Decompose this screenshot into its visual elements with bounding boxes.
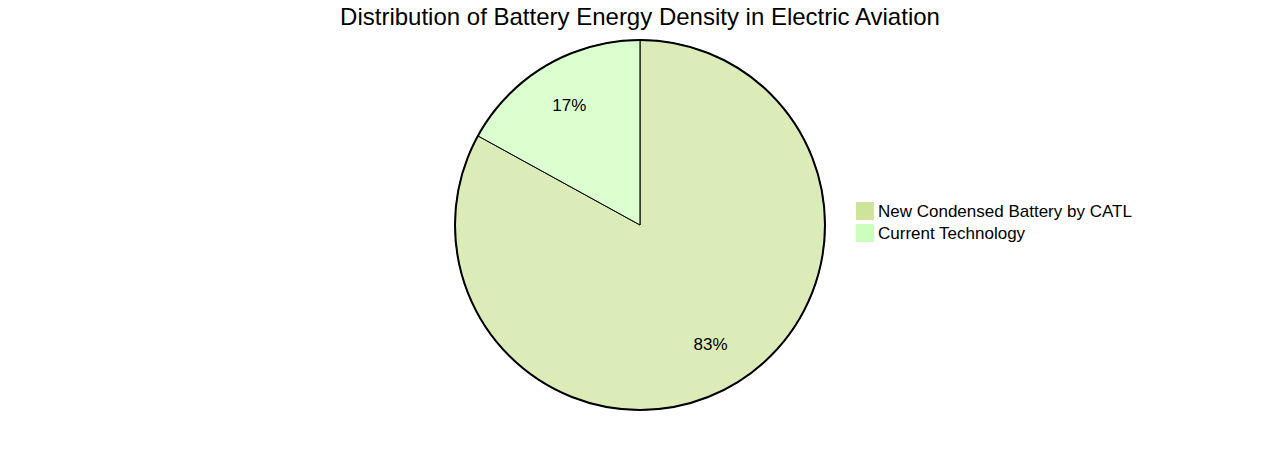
legend-swatch bbox=[856, 224, 874, 242]
pie: 83% 17% bbox=[455, 40, 825, 410]
pie-slice bbox=[478, 40, 640, 225]
legend: New Condensed Battery by CATL Current Tec… bbox=[856, 202, 1132, 243]
data-label: 83% bbox=[694, 335, 728, 354]
chart: Distribution of Battery Energy Density i… bbox=[0, 0, 1280, 450]
data-label: 17% bbox=[552, 96, 586, 115]
legend-label: New Condensed Battery by CATL bbox=[878, 202, 1132, 221]
title: Distribution of Battery Energy Density i… bbox=[340, 3, 940, 30]
legend-swatch bbox=[856, 202, 874, 220]
pie-slice bbox=[455, 40, 825, 410]
legend-label: Current Technology bbox=[878, 224, 1026, 243]
pie-outline bbox=[455, 40, 825, 410]
